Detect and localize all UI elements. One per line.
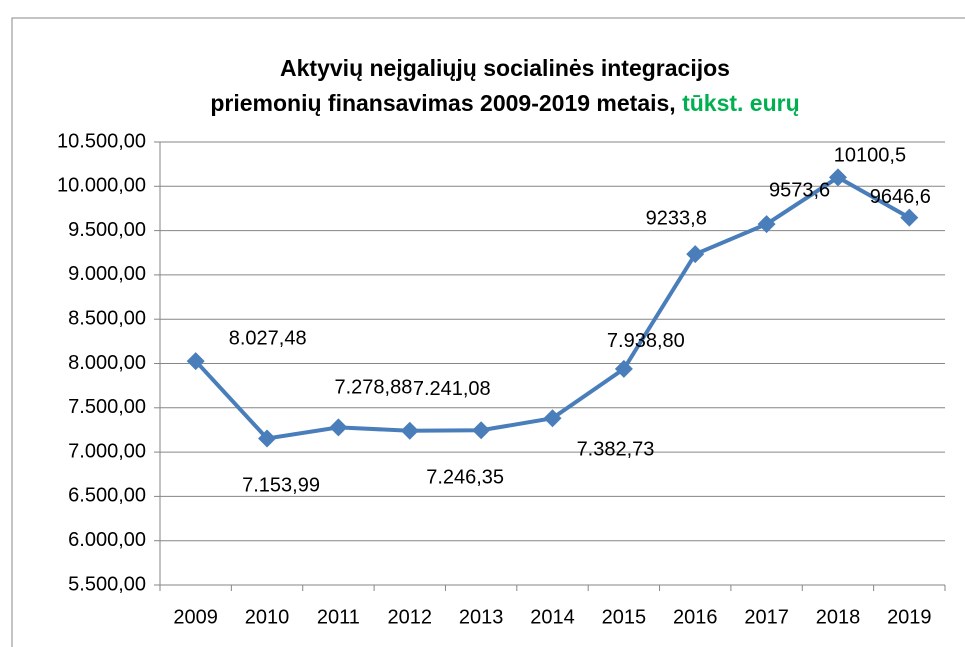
- data-point: [400, 421, 419, 440]
- y-tick-label: 5.500,00: [68, 573, 146, 595]
- data-label: 8.027,48: [229, 327, 307, 349]
- x-tick-label: 2017: [744, 606, 789, 628]
- y-tick-label: 10.000,00: [57, 175, 146, 197]
- y-tick-label: 7.500,00: [68, 396, 146, 418]
- x-tick-label: 2013: [459, 606, 504, 628]
- data-point: [757, 215, 776, 234]
- y-tick-label: 9.000,00: [68, 263, 146, 285]
- data-point: [258, 429, 277, 448]
- data-label: 7.938,80: [607, 330, 685, 352]
- y-tick-label: 6.500,00: [68, 485, 146, 507]
- data-point: [329, 418, 348, 437]
- data-label: 7.278,88: [334, 377, 412, 399]
- data-label: 9646,6: [870, 186, 931, 208]
- chart-title-line: priemonių finansavimas 2009-2019 metais,: [210, 90, 675, 116]
- x-tick-label: 2018: [816, 606, 861, 628]
- chart-title-line: priemonių finansavimas 2009-2019 metais,…: [210, 90, 799, 116]
- data-label: 10100,5: [834, 145, 906, 167]
- data-point: [828, 168, 847, 187]
- y-tick-label: 8.500,00: [68, 307, 146, 329]
- y-tick-label: 7.000,00: [68, 440, 146, 462]
- x-tick-label: 2014: [530, 606, 575, 628]
- data-point: [614, 359, 633, 378]
- data-label: 7.246,35: [426, 467, 504, 489]
- data-point: [900, 208, 919, 227]
- data-label: 9233,8: [646, 207, 707, 229]
- y-tick-label: 10.500,00: [57, 130, 146, 152]
- y-tick-label: 8.000,00: [68, 352, 146, 374]
- x-tick-label: 2019: [887, 606, 932, 628]
- data-point: [543, 409, 562, 428]
- data-point: [472, 421, 491, 440]
- x-tick-label: 2011: [317, 606, 360, 628]
- data-label: 7.241,08: [413, 378, 491, 400]
- x-tick-label: 2016: [673, 606, 718, 628]
- data-point: [186, 352, 205, 371]
- y-tick-label: 9.500,00: [68, 219, 146, 241]
- x-tick-label: 2015: [602, 606, 647, 628]
- x-tick-label: 2012: [388, 606, 433, 628]
- data-label: 7.153,99: [242, 475, 320, 497]
- x-tick-label: 2009: [173, 606, 218, 628]
- data-label: 7.382,73: [577, 438, 655, 460]
- chart-title-unit: tūkst. eurų: [682, 90, 800, 116]
- data-label: 9573,6: [769, 179, 830, 201]
- y-tick-label: 6.000,00: [68, 529, 146, 551]
- x-tick-label: 2010: [245, 606, 290, 628]
- data-line: [194, 175, 911, 441]
- chart-title-line: Aktyvių neįgaliųjų socialinės integracij…: [280, 55, 730, 81]
- data-point: [686, 245, 705, 264]
- chart-frame: [11, 17, 965, 647]
